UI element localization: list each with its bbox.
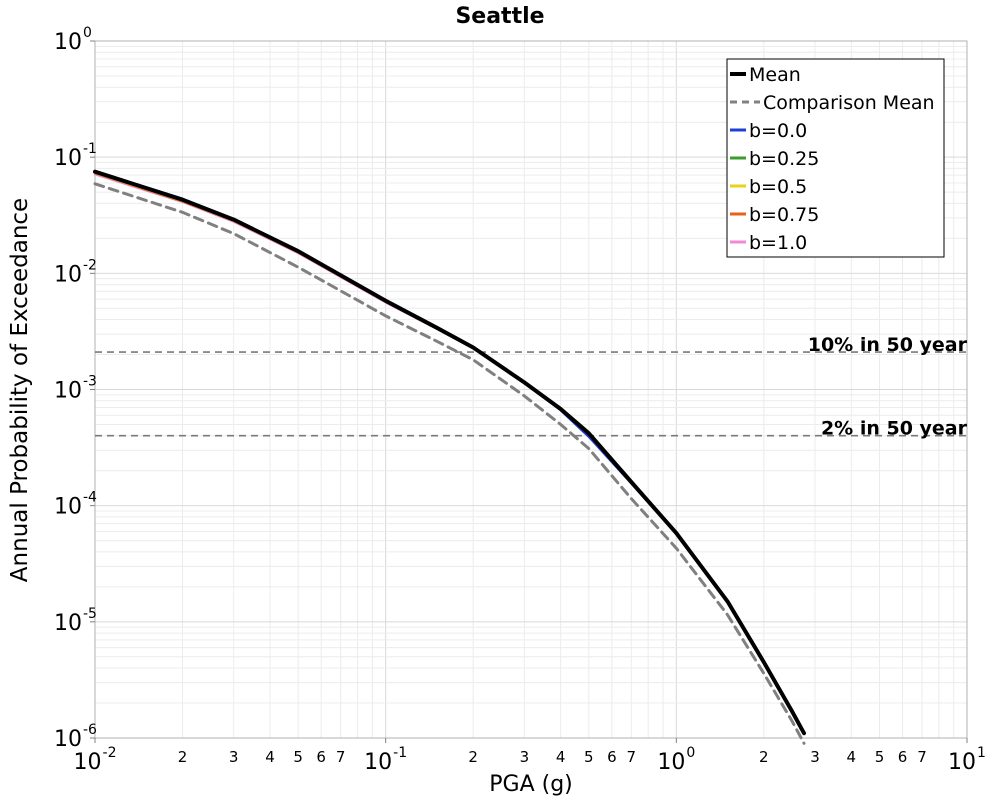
x-minor-tick-label: 5 bbox=[875, 748, 885, 766]
y-axis-ticks: 100 10-1 10-2 10-3 10-4 10-5 10-6 bbox=[54, 25, 97, 752]
x-minor-tick-label: 7 bbox=[917, 748, 927, 766]
x-minor-tick-label: 6 bbox=[607, 748, 617, 766]
x-minor-tick-label: 4 bbox=[265, 748, 275, 766]
x-minor-tick-label: 3 bbox=[520, 748, 530, 766]
reference-line-label: 2% in 50 year bbox=[821, 418, 968, 440]
x-major-tick-label: 10-2 bbox=[74, 745, 117, 775]
reference-lines: 10% in 50 year 2% in 50 year bbox=[95, 334, 968, 440]
series-line-comparison-mean bbox=[93, 182, 806, 745]
legend-label: b=0.0 bbox=[749, 120, 807, 142]
reference-line-label: 10% in 50 year bbox=[808, 334, 968, 356]
legend-label: b=0.75 bbox=[749, 204, 819, 226]
x-minor-tick-label: 3 bbox=[229, 748, 239, 766]
legend-label: Mean bbox=[749, 64, 801, 86]
x-minor-tick-label: 4 bbox=[847, 748, 857, 766]
legend-label: b=0.25 bbox=[749, 148, 819, 170]
x-minor-tick-label: 4 bbox=[556, 748, 566, 766]
legend-label: b=1.0 bbox=[749, 232, 807, 254]
chart-title: Seattle bbox=[455, 4, 544, 29]
y-major-tick-label: 100 bbox=[54, 25, 92, 55]
x-minor-tick-label: 6 bbox=[316, 748, 326, 766]
series-layer bbox=[93, 169, 806, 745]
x-minor-tick-label: 2 bbox=[759, 748, 769, 766]
x-major-tick-label: 101 bbox=[948, 745, 986, 775]
x-minor-tick-label: 2 bbox=[468, 748, 478, 766]
y-major-tick-label: 10-1 bbox=[54, 141, 97, 171]
x-minor-tick-label: 3 bbox=[810, 748, 820, 766]
y-major-tick-label: 10-3 bbox=[54, 374, 97, 404]
legend: Mean Comparison Mean b=0.0 b=0.25 b=0.5 b=0.7… bbox=[726, 58, 945, 258]
series-line-mean bbox=[93, 169, 806, 736]
legend-label: b=0.5 bbox=[749, 176, 807, 198]
x-minor-tick-label: 5 bbox=[293, 748, 303, 766]
x-axis-label: PGA (g) bbox=[489, 772, 573, 797]
y-major-tick-label: 10-2 bbox=[54, 257, 97, 287]
legend-label: Comparison Mean bbox=[763, 92, 935, 114]
legend-box bbox=[726, 58, 945, 258]
y-axis-label: Annual Probability of Exceedance bbox=[7, 198, 33, 582]
x-minor-tick-label: 2 bbox=[178, 748, 188, 766]
x-minor-tick-label: 5 bbox=[584, 748, 594, 766]
y-major-tick-label: 10-4 bbox=[54, 490, 97, 520]
x-minor-tick-label: 6 bbox=[898, 748, 908, 766]
x-minor-tick-label: 7 bbox=[336, 748, 346, 766]
x-major-tick-label: 100 bbox=[657, 745, 695, 775]
y-major-tick-label: 10-6 bbox=[54, 722, 97, 752]
x-major-tick-label: 10-1 bbox=[364, 745, 407, 775]
grid-layer bbox=[94, 41, 967, 739]
x-minor-tick-label: 7 bbox=[627, 748, 637, 766]
y-major-tick-label: 10-5 bbox=[54, 606, 97, 636]
